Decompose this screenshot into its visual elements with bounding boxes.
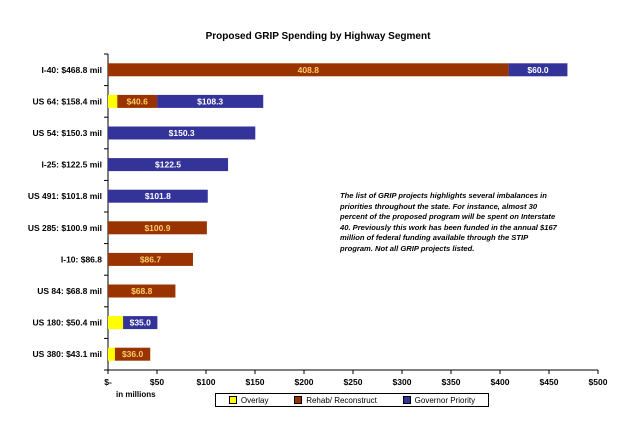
data-label: $122.5 bbox=[155, 160, 181, 170]
data-label: 408.8 bbox=[298, 65, 320, 75]
bar-rehab-reconstruct bbox=[114, 347, 151, 361]
category-label: I-25: $122.5 mil bbox=[42, 160, 102, 170]
x-tick-label: $300 bbox=[393, 377, 412, 387]
data-label: $68.8 bbox=[131, 286, 153, 296]
plot-area: $- $50 $100 $150 $200 $250 $300 $350 $400 $450 $50… bbox=[28, 53, 608, 387]
bar-rehab-reconstruct bbox=[108, 63, 509, 77]
bar-rehab-reconstruct bbox=[108, 252, 193, 266]
category-label: US 84: $68.8 mil bbox=[37, 286, 102, 296]
category-label: I-10: $86.8 bbox=[61, 254, 102, 264]
category-label: US 380: $43.1 mil bbox=[33, 349, 102, 359]
legend-swatch-rehab bbox=[294, 396, 303, 404]
bar-overlay bbox=[108, 316, 124, 330]
data-label: $36.0 bbox=[122, 349, 144, 359]
data-label: $40.6 bbox=[127, 96, 149, 106]
bar-governor-priority bbox=[508, 63, 568, 77]
x-axis-label: in millions bbox=[116, 390, 156, 399]
bar-governor-priority bbox=[123, 316, 158, 330]
legend-label-overlay: Overlay bbox=[240, 395, 269, 405]
x-tick-label: $- bbox=[104, 377, 112, 387]
x-tick-label: $350 bbox=[442, 377, 461, 387]
category-label: US 64: $158.4 mil bbox=[33, 96, 102, 106]
legend-item-governor: Governor Priority bbox=[402, 395, 476, 405]
x-tick-label: $400 bbox=[491, 377, 510, 387]
data-label: $60.0 bbox=[527, 65, 549, 75]
category-label: US 491: $101.8 mil bbox=[28, 191, 102, 201]
legend-label-rehab: Rehab/ Reconstruct bbox=[306, 395, 377, 405]
bar-overlay bbox=[108, 347, 115, 361]
category-label: I-40: $468.8 mil bbox=[42, 65, 102, 75]
category-label: US 180: $50.4 mil bbox=[33, 318, 102, 328]
bar-governor-priority bbox=[108, 126, 256, 140]
x-tick-label: $150 bbox=[246, 377, 265, 387]
legend-item-rehab: Rehab/ Reconstruct bbox=[294, 396, 377, 405]
data-label: $100.9 bbox=[144, 223, 170, 233]
x-tick-label: $200 bbox=[295, 377, 314, 387]
bar-overlay bbox=[108, 94, 118, 108]
x-tick-label: $450 bbox=[540, 377, 559, 387]
category-label: US 54: $150.3 mil bbox=[33, 128, 102, 138]
bar-governor-priority bbox=[108, 158, 229, 172]
legend-swatch-governor bbox=[402, 396, 411, 404]
x-tick-label: $250 bbox=[344, 377, 363, 387]
bar-governor-priority bbox=[108, 189, 208, 203]
legend: Overlay Rehab/ Reconstruct Governor Prio… bbox=[215, 393, 489, 407]
data-label: $108.3 bbox=[197, 96, 223, 106]
bar-governor-priority bbox=[157, 94, 264, 108]
data-label: $35.0 bbox=[130, 318, 152, 328]
x-tick-label: $50 bbox=[150, 377, 164, 387]
legend-label-governor: Governor Priority bbox=[414, 395, 476, 405]
data-label: $101.8 bbox=[145, 191, 171, 201]
chart-title: Proposed GRIP Spending by Highway Segmen… bbox=[206, 31, 432, 42]
data-label: $150.3 bbox=[169, 128, 195, 138]
legend-swatch-overlay bbox=[228, 396, 237, 404]
x-tick-label: $100 bbox=[197, 377, 216, 387]
data-label: $86.7 bbox=[140, 254, 162, 264]
category-label: US 285: $100.9 mil bbox=[28, 223, 102, 233]
x-tick-label: $500 bbox=[589, 377, 608, 387]
bar-rehab-reconstruct bbox=[108, 284, 176, 298]
bar-rehab-reconstruct bbox=[108, 221, 207, 235]
legend-item-overlay: Overlay bbox=[228, 395, 269, 405]
annotation-text: The list of GRIP projects highlights sev… bbox=[340, 191, 557, 253]
bar-rehab-reconstruct bbox=[117, 94, 158, 108]
